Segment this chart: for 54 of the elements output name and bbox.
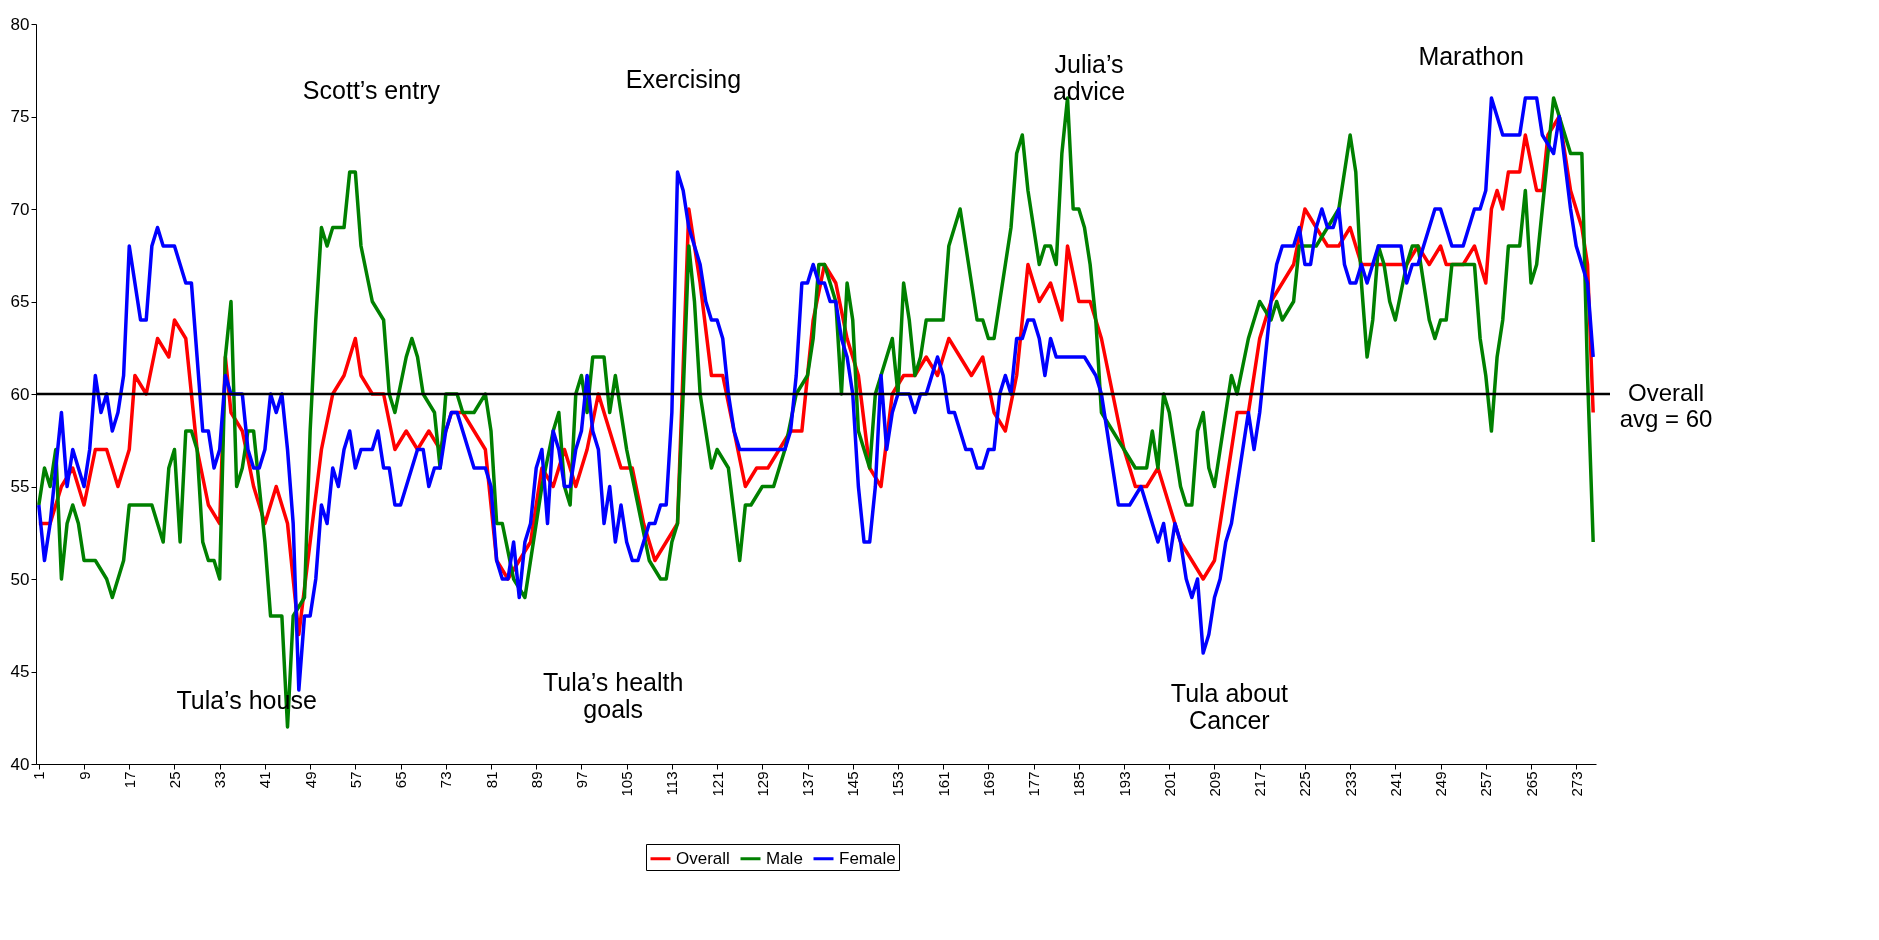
x-tick-label: 1 xyxy=(30,771,48,780)
y-tick-label: 65 xyxy=(10,292,30,311)
x-tick-label: 33 xyxy=(211,771,229,789)
x-tick-label: 17 xyxy=(120,771,138,789)
y-tick-label: 60 xyxy=(10,384,30,404)
x-tick-label: 193 xyxy=(1115,771,1133,797)
ref-line-label: Overall avg = 60 xyxy=(1619,379,1713,432)
x-tick-label: 89 xyxy=(527,771,545,789)
annotation: Marathon xyxy=(1418,42,1525,71)
x-tick-label: 265 xyxy=(1522,771,1540,797)
x-tick-label: 177 xyxy=(1025,771,1043,797)
x-tick-label: 137 xyxy=(799,771,817,797)
x-tick-label: 249 xyxy=(1432,771,1450,797)
y-tick-label: 80 xyxy=(10,14,30,34)
x-tick-label: 145 xyxy=(844,771,862,797)
x-tick-label: 257 xyxy=(1477,771,1495,797)
x-tick-label: 57 xyxy=(346,771,364,789)
legend-label: Male xyxy=(766,848,803,868)
y-tick-label: 70 xyxy=(10,199,30,219)
annotation: Tula about Cancer xyxy=(1170,678,1289,734)
x-tick-label: 25 xyxy=(165,771,183,789)
x-tick-label: 169 xyxy=(979,771,997,797)
annotation: Julia’s advice xyxy=(1052,49,1126,105)
x-tick-label: 161 xyxy=(934,771,952,797)
x-tick-label: 209 xyxy=(1205,771,1223,797)
x-tick-label: 113 xyxy=(663,771,681,796)
annotation: Tula’s health goals xyxy=(543,667,684,723)
x-tick-label: 73 xyxy=(437,771,455,789)
x-tick-label: 41 xyxy=(256,771,274,789)
x-tick-label: 81 xyxy=(482,771,500,789)
x-tick-label: 9 xyxy=(75,771,93,780)
x-tick-label: 273 xyxy=(1567,771,1585,797)
y-tick-label: 45 xyxy=(10,662,30,681)
x-tick-label: 105 xyxy=(618,771,636,797)
annotation: Exercising xyxy=(625,64,742,93)
x-tick-label: 201 xyxy=(1160,771,1178,797)
x-tick-label: 65 xyxy=(392,771,410,789)
x-tick-label: 121 xyxy=(708,771,726,797)
x-tick-label: 185 xyxy=(1070,771,1088,797)
x-tick-label: 233 xyxy=(1341,771,1359,797)
legend-label: Female xyxy=(839,848,896,868)
annotation: Scott’s entry xyxy=(302,75,441,104)
x-tick-label: 129 xyxy=(753,771,771,797)
y-tick-label: 75 xyxy=(10,107,30,126)
x-tick-label: 217 xyxy=(1251,771,1269,797)
legend-label: Overall xyxy=(676,848,730,868)
x-tick-label: 153 xyxy=(889,771,907,797)
y-tick-label: 40 xyxy=(10,754,30,774)
y-tick-label: 55 xyxy=(10,477,30,496)
y-tick-label: 50 xyxy=(10,569,30,589)
x-tick-label: 97 xyxy=(572,771,590,789)
x-tick-label: 49 xyxy=(301,771,319,789)
x-tick-label: 241 xyxy=(1386,771,1404,797)
x-tick-label: 225 xyxy=(1296,771,1314,797)
